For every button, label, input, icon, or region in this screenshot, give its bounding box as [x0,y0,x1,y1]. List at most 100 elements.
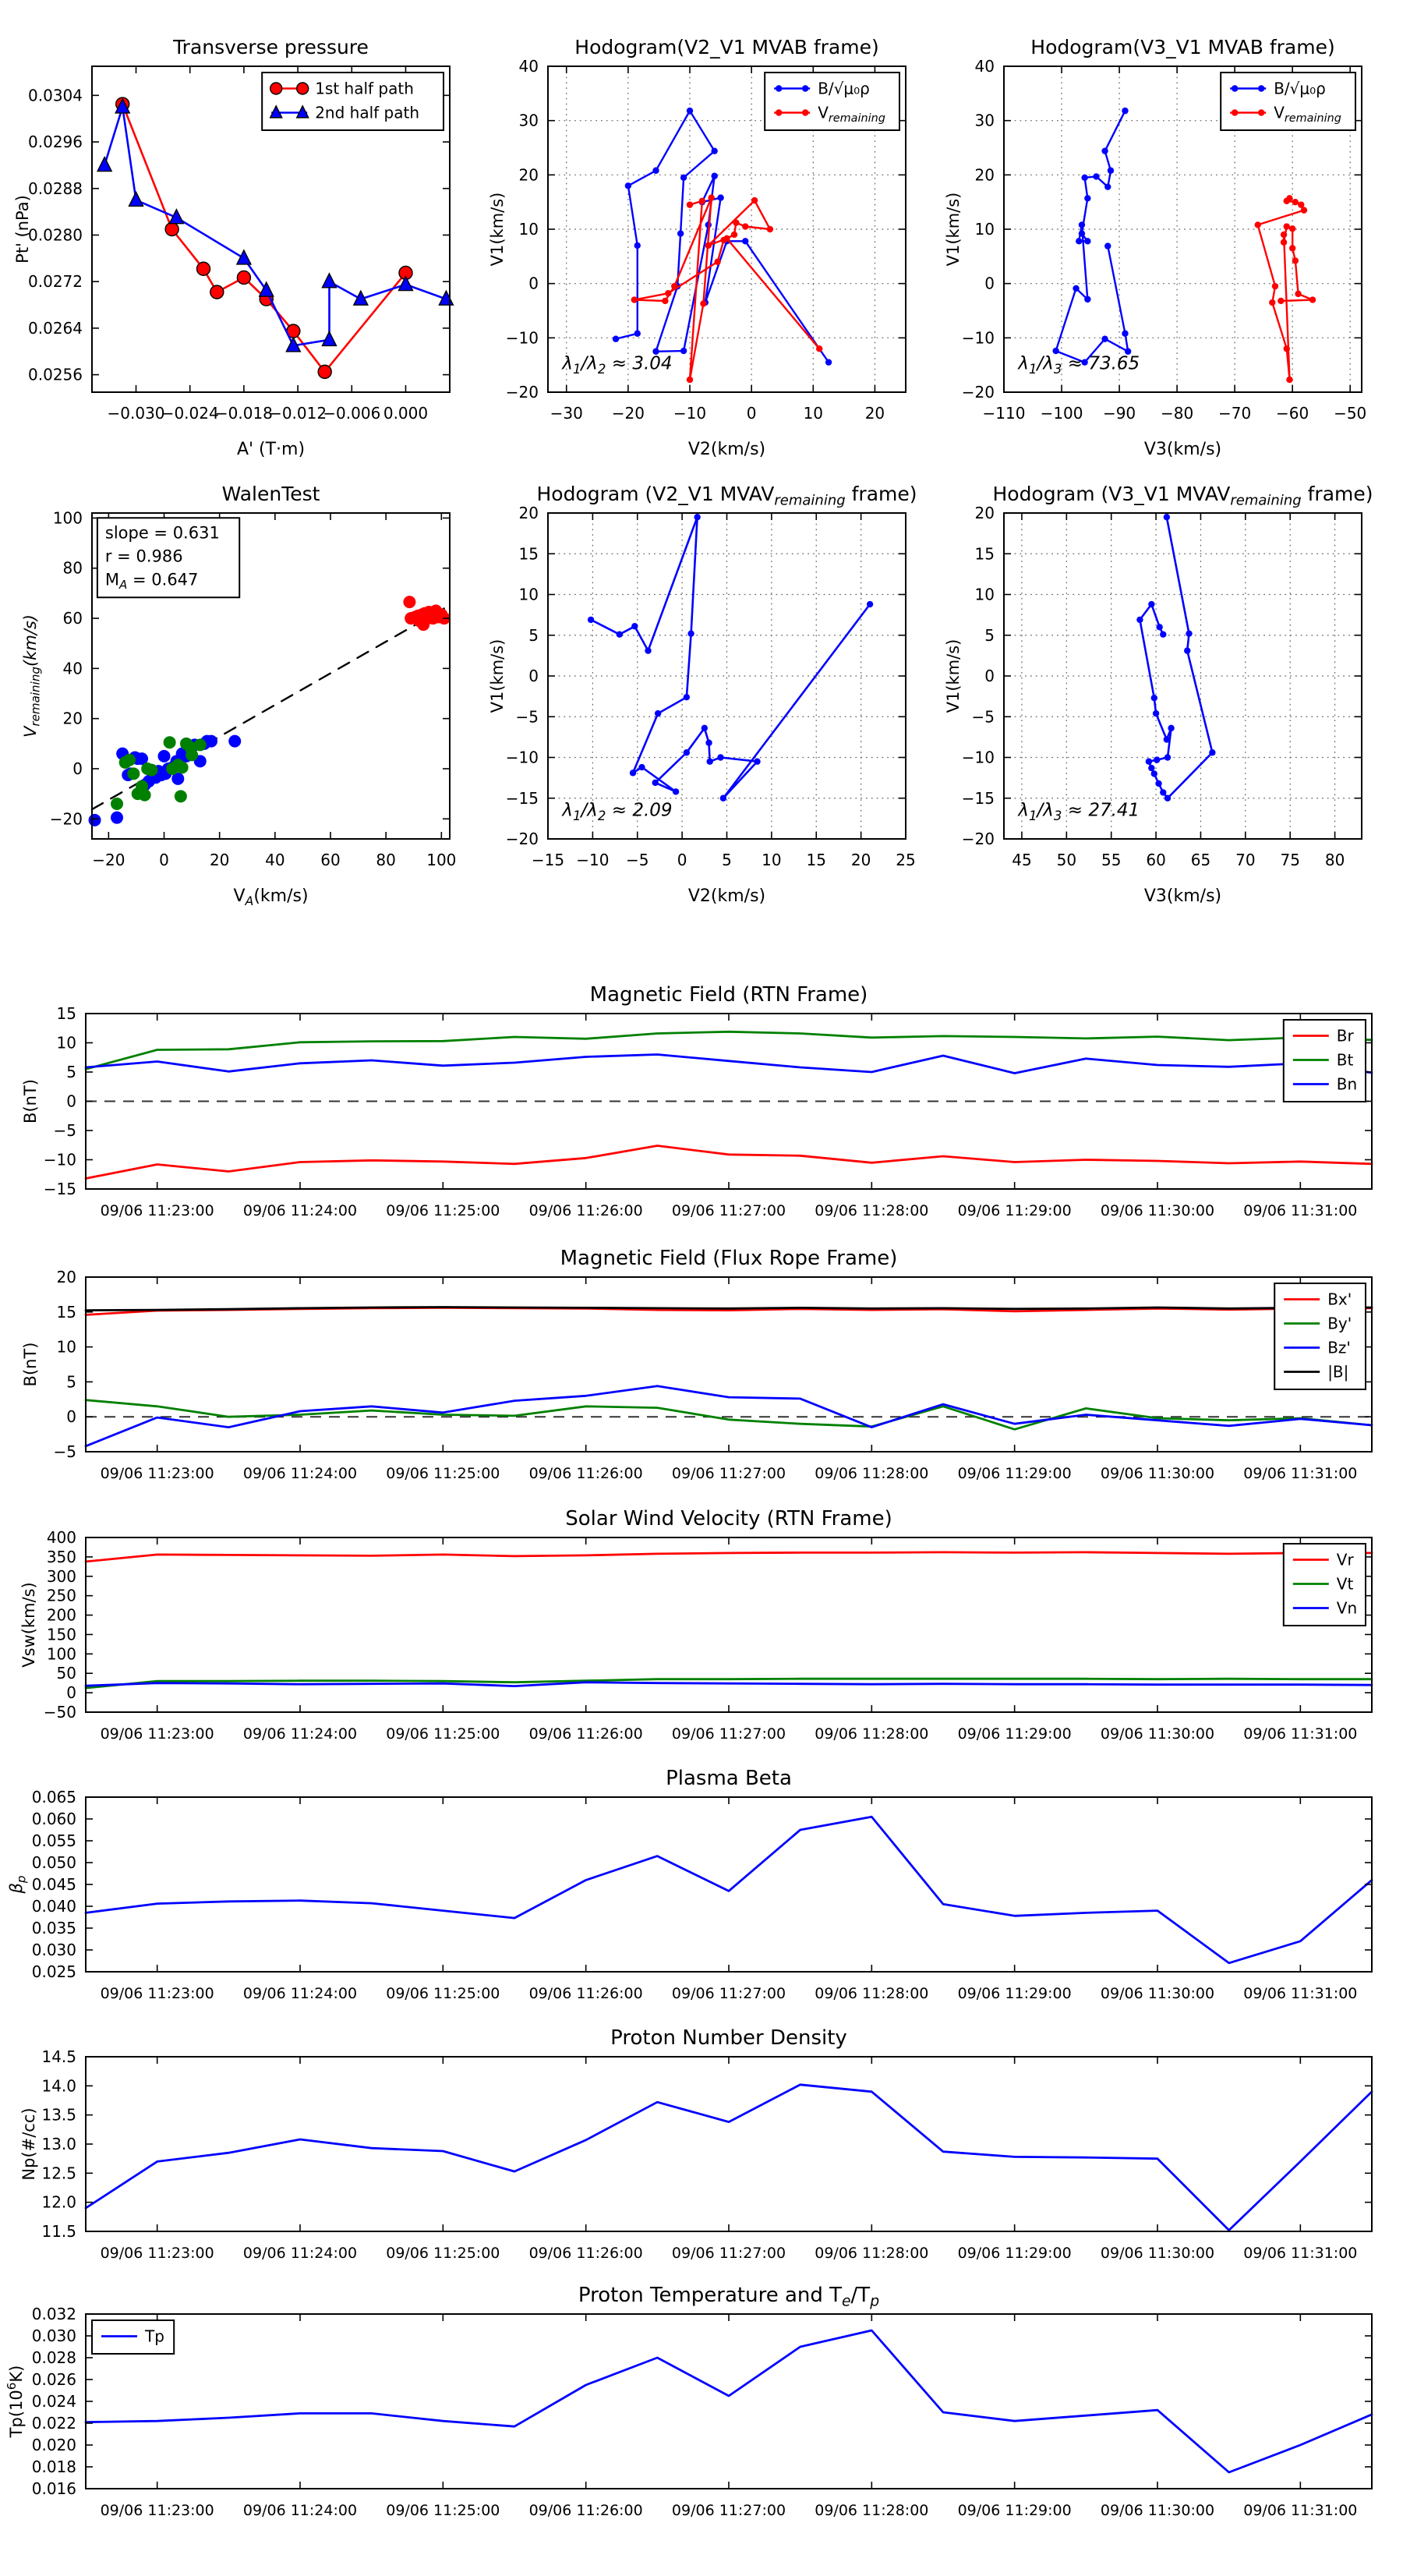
x-tick-label: 09/06 11:29:00 [958,2245,1072,2262]
grid [548,513,906,839]
axes-frame [85,1276,1373,1453]
x-tick-label: 09/06 11:29:00 [958,2502,1072,2519]
series-Br [84,1145,1373,1180]
x-tick-label: 20 [865,404,885,423]
x-tick-label: −20 [612,404,645,423]
y-tick-label: 0.024 [32,2392,76,2411]
legend-label: Bt [1337,1051,1354,1070]
x-tick-label: 09/06 11:28:00 [815,1725,928,1743]
y-tick-label: 0.025 [32,1962,76,1981]
y-tick-label: 400 [47,1528,76,1547]
y-tick-label: −10 [506,748,539,767]
annotation-text: λ1/λ3 ≈ 73.65 [1016,354,1140,377]
x-tick-label: 09/06 11:30:00 [1101,1725,1214,1743]
y-tick-label: 0 [528,274,539,293]
y-tick-label: 50 [57,1664,76,1683]
annotation: λ1/λ2 ≈ 2.09 [560,801,672,823]
x-tick-label: 09/06 11:25:00 [386,1202,500,1219]
x-tick-label: −20 [92,851,125,869]
series-s2 [111,736,207,810]
chart-title: Magnetic Field (RTN Frame) [590,983,868,1007]
ticks [548,65,906,393]
annotation: slope = 0.631 r = 0.986 MA = 0.647 [96,517,241,599]
panel-proton-number-density: 09/06 11:23:00 09/06 11:24:00 09/06 11:25:… [19,2026,1373,2262]
legend-label: Bn [1337,1075,1357,1094]
y-tick-label: 300 [47,1567,76,1586]
x-tick-label: 09/06 11:24:00 [243,1985,357,2002]
legend: Tp [91,2319,175,2355]
y-tick-label: 5 [66,1372,76,1391]
y-tick-label: 0 [66,1683,76,1702]
y-tick-label: 40 [519,57,539,76]
series-1st half path [115,97,413,380]
axes-frame [91,65,451,393]
x-tick-label: 09/06 11:28:00 [815,2502,928,2519]
legend-label: Vremaining [818,104,885,125]
series-s0 [1136,514,1216,801]
series-B/√μ₀ρ [612,107,832,366]
annotation-text: λ1/λ2 ≈ 3.04 [560,354,672,377]
y-tick-label: 12.0 [41,2193,76,2212]
y-tick-label: 60 [63,609,83,628]
x-axis-label: V2(km/s) [688,886,765,906]
x-tick-label: 50 [1057,851,1076,869]
y-tick-label: 30 [519,111,539,130]
x-tick-label: 65 [1191,851,1210,869]
series-V_{remaining} [1254,195,1316,384]
ticks [86,1796,1372,1973]
axes-frame [85,1537,1373,1713]
panel-walen-test: −20 0 20 40 60 80 100 −20 0 20 40 60 80 100 WalenTest V… [21,483,456,908]
y-tick-label: 5 [984,626,995,645]
y-tick-label: 10 [57,1338,76,1357]
y-tick-label: 0.050 [32,1853,76,1872]
y-tick-label: 0.035 [32,1919,76,1937]
chart-title: Hodogram (V2_V1 MVAVremaining frame) [536,483,917,509]
x-tick-label: −30 [550,404,583,423]
x-tick-label: 15 [807,851,826,869]
x-tick-label: 09/06 11:24:00 [243,1465,357,1482]
x-tick-label: −80 [1161,404,1193,423]
y-tick-label: −15 [506,789,539,808]
x-tick-label: 09/06 11:31:00 [1243,1985,1357,2002]
legend-label: |B| [1327,1363,1348,1382]
x-tick-label: −0.024 [161,404,219,423]
y-tick-label: 0.0304 [28,86,83,104]
series-s3 [403,596,451,632]
y-tick-label: −15 [44,1180,76,1198]
x-tick-label: −0.018 [215,404,273,423]
x-tick-label: 09/06 11:23:00 [101,2502,214,2519]
annotation: λ1/λ2 ≈ 3.04 [560,354,672,377]
legend-label: Vr [1337,1551,1355,1569]
series-By' [84,1399,1373,1431]
y-tick-label: 0.018 [32,2457,76,2476]
x-tick-label: −15 [532,851,564,869]
y-tick-label: 0.028 [32,2348,76,2367]
x-tick-label: −60 [1276,404,1309,423]
x-tick-label: −0.012 [269,404,327,423]
series-V_{remaining} [631,194,823,384]
y-tick-label: 0.065 [32,1788,76,1806]
y-tick-label: −20 [962,383,995,402]
y-tick-label: −10 [962,748,995,767]
x-tick-label: 40 [265,851,284,869]
legend-label: Vremaining [1274,104,1341,125]
y-tick-label: 200 [47,1606,76,1625]
x-tick-label: 25 [896,851,915,869]
x-tick-label: −110 [983,404,1026,423]
x-tick-label: 100 [426,851,456,869]
x-axis-label: A' (T·m) [237,440,305,459]
x-tick-label: 09/06 11:25:00 [386,1465,500,1482]
x-tick-label: 60 [1146,851,1165,869]
x-tick-label: 09/06 11:29:00 [958,1725,1072,1743]
x-tick-label: 09/06 11:26:00 [529,1985,643,2002]
y-tick-label: 0.022 [32,2414,76,2433]
y-axis-label: Tp(106K) [5,2365,26,2439]
x-tick-label: 09/06 11:29:00 [958,1465,1072,1482]
legend: 1st half path 2nd half path [261,72,445,131]
x-tick-label: 09/06 11:23:00 [101,1725,214,1743]
legend-label: B/√μ₀ρ [818,80,870,98]
legend: Bx' By' Bz' |B| [1274,1283,1366,1390]
x-tick-label: 09/06 11:24:00 [243,1202,357,1219]
y-axis-label: βp [7,1876,29,1895]
